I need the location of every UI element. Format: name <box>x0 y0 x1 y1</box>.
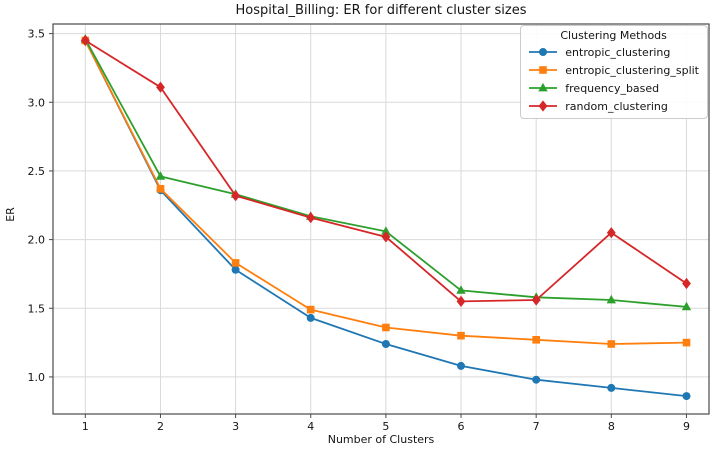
y-tick-label: 2.5 <box>28 165 46 178</box>
marker-random_clustering <box>606 227 616 239</box>
marker-entropic_clustering <box>539 48 548 56</box>
y-tick-label: 3.0 <box>28 96 46 109</box>
marker-entropic_clustering <box>682 392 691 401</box>
marker-entropic_clustering <box>381 340 390 348</box>
marker-entropic_clustering_split <box>682 338 691 347</box>
marker-random_clustering <box>381 231 391 243</box>
x-tick-label: 3 <box>232 420 239 433</box>
marker-random_clustering <box>231 190 240 202</box>
chart-title: Hospital_Billing: ER for different clust… <box>235 3 527 18</box>
marker-frequency_based <box>155 171 166 180</box>
marker-entropic_clustering_split <box>306 305 315 314</box>
x-tick-label: 6 <box>458 420 465 433</box>
marker-frequency_based <box>606 294 616 304</box>
y-tick-label: 1.0 <box>28 371 46 384</box>
marker-random_clustering <box>531 294 541 306</box>
legend-label: frequency_based <box>565 81 660 95</box>
y-tick-label: 3.5 <box>28 28 46 41</box>
marker-random_clustering <box>156 81 165 93</box>
marker-random_clustering <box>80 34 90 47</box>
legend-item-random_clustering: random_clustering <box>528 97 699 115</box>
x-axis-label: Number of Clusters <box>327 433 435 446</box>
marker-random_clustering <box>306 212 316 224</box>
legend-label: entropic_clustering <box>565 45 671 59</box>
marker-entropic_clustering_split <box>156 185 165 193</box>
marker-frequency_based <box>381 226 391 235</box>
x-tick-label: 8 <box>608 420 615 433</box>
y-axis-label: ER <box>3 207 17 222</box>
marker-entropic_clustering_split <box>607 340 616 348</box>
x-tick-label: 7 <box>533 420 540 433</box>
x-tick-label: 2 <box>157 420 164 433</box>
legend-item-entropic_clustering: entropic_clustering <box>528 43 699 61</box>
y-tick-label: 1.5 <box>28 302 46 315</box>
legend-item-entropic_clustering_split: entropic_clustering_split <box>528 61 699 79</box>
marker-entropic_clustering_split <box>457 331 465 340</box>
legend-triangle-icon <box>529 82 558 92</box>
legend-title: Clustering Methods <box>560 29 667 42</box>
x-tick-label: 4 <box>307 420 314 433</box>
marker-frequency_based <box>456 285 466 294</box>
legend-label: random_clustering <box>565 99 668 113</box>
legend: Clustering Methods entropic_clustering en… <box>520 25 708 119</box>
legend-diamond-icon <box>529 100 558 112</box>
marker-entropic_clustering_split <box>382 323 390 332</box>
marker-entropic_clustering_split <box>539 66 548 74</box>
plot-border <box>52 23 710 415</box>
marker-entropic_clustering <box>532 375 541 384</box>
x-tick-label: 9 <box>683 420 690 433</box>
y-tick-label: 2.0 <box>28 234 46 247</box>
marker-random_clustering <box>682 277 691 290</box>
marker-random_clustering <box>456 295 466 307</box>
legend-item-frequency_based: frequency_based <box>528 79 699 97</box>
marker-entropic_clustering <box>306 313 315 322</box>
legend-circle-icon <box>529 48 558 56</box>
legend-items: entropic_clustering entropic_clustering_s… <box>528 43 699 115</box>
legend-square-icon <box>529 66 558 74</box>
x-tick-label: 5 <box>382 420 389 433</box>
marker-frequency_based <box>538 82 548 92</box>
marker-entropic_clustering_split <box>231 259 240 267</box>
marker-entropic_clustering <box>457 361 465 370</box>
x-tick-label: 1 <box>82 420 89 433</box>
legend-label: entropic_clustering_split <box>565 63 699 77</box>
marker-entropic_clustering <box>231 265 240 274</box>
marker-entropic_clustering_split <box>532 336 540 344</box>
marker-frequency_based <box>681 301 692 311</box>
marker-random_clustering <box>538 100 548 112</box>
marker-entropic_clustering <box>607 383 616 392</box>
